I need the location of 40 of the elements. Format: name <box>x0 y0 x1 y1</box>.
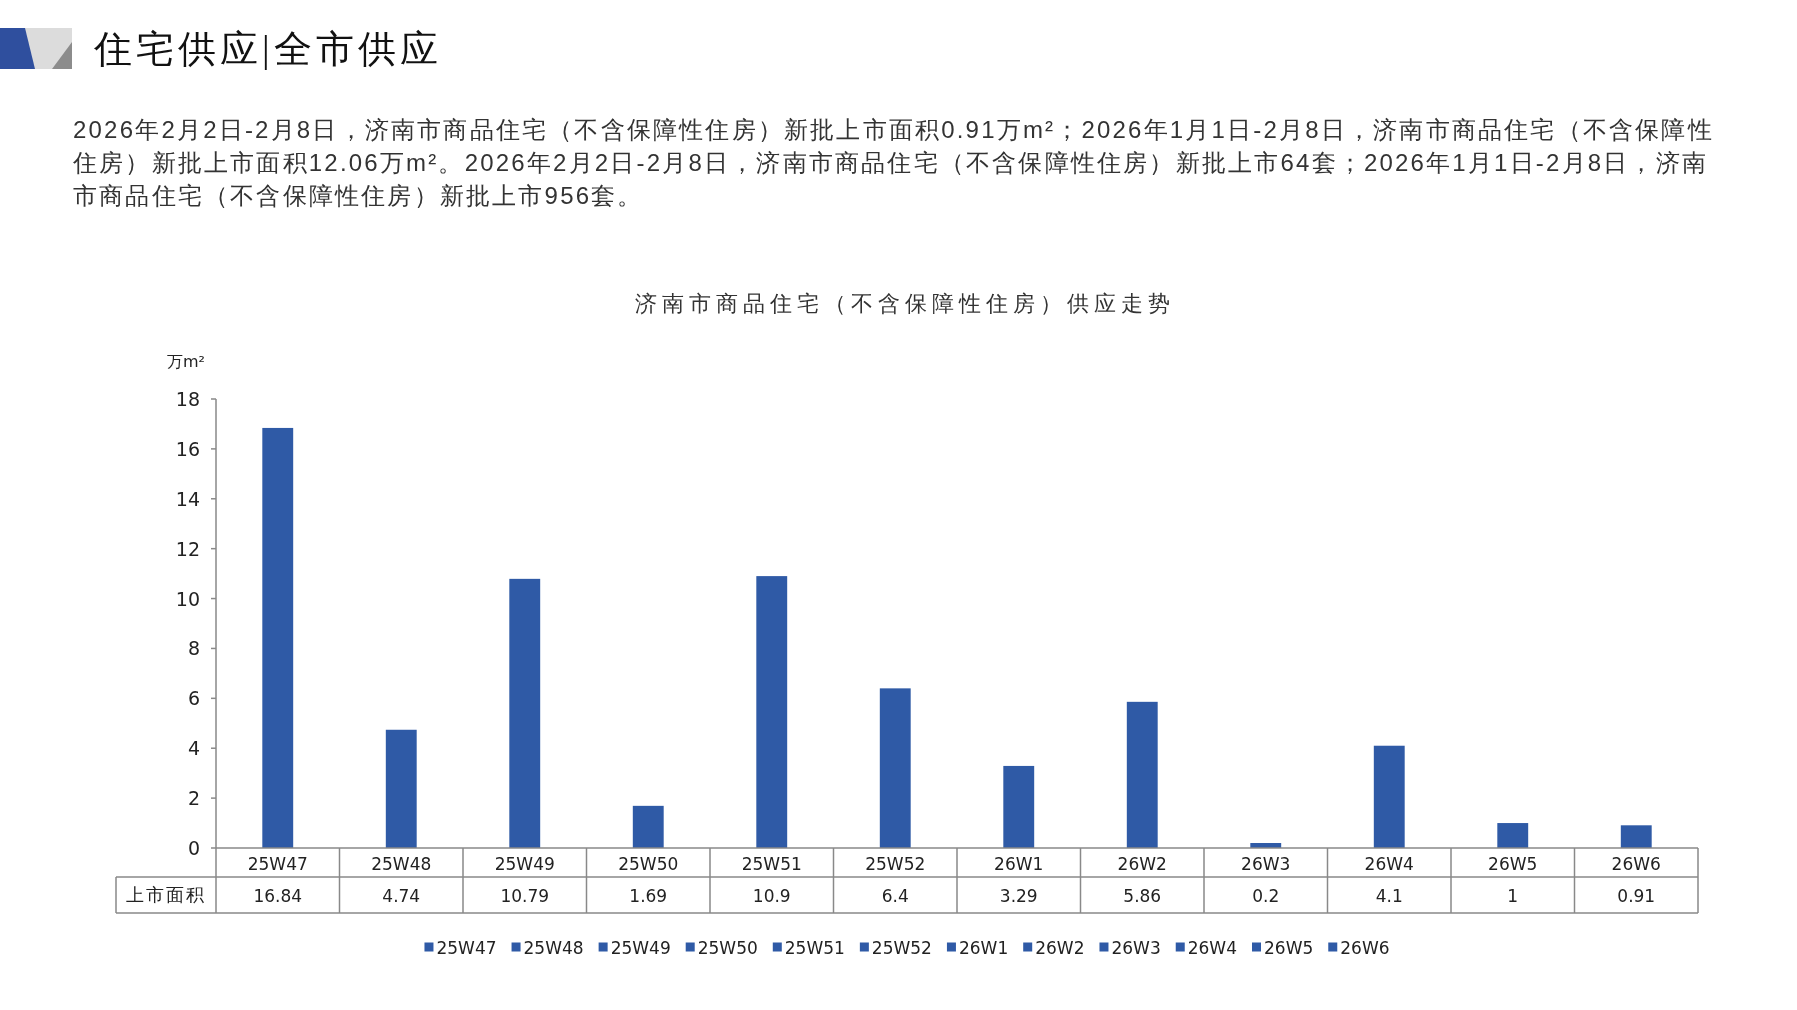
data-label: 1 <box>1507 886 1519 906</box>
x-tick: 26W2 <box>1117 853 1167 874</box>
x-tick: 25W48 <box>371 853 432 874</box>
y-tick-label: 4 <box>187 737 200 760</box>
y-tick-label: 14 <box>175 487 200 510</box>
x-tick: 25W51 <box>741 853 802 874</box>
x-tick: 26W5 <box>1488 853 1538 874</box>
x-tick: 26W6 <box>1611 853 1661 874</box>
data-label: 4.74 <box>382 886 421 906</box>
y-tick-label: 0 <box>187 837 200 859</box>
data-label: 10.79 <box>500 886 550 906</box>
data-label: 4.1 <box>1375 886 1403 906</box>
legend: 25W47 25W48 25W49 25W50 25W51 25W52 26W1 26W2 26W3 26W4 26W5 26W6 <box>424 938 1390 958</box>
y-tick-label: 16 <box>175 437 200 460</box>
data-label: 0.91 <box>1617 886 1656 906</box>
y-tick-label: 12 <box>175 537 200 560</box>
data-label: 16.84 <box>253 886 303 906</box>
data-label: 1.69 <box>629 886 668 906</box>
y-tick-label: 18 <box>175 388 200 410</box>
data-label: 5.86 <box>1123 886 1162 906</box>
ylabel: 万m² <box>167 351 205 371</box>
x-tick: 25W47 <box>247 853 308 874</box>
x-tick: 26W4 <box>1364 853 1414 874</box>
y-tick-label: 8 <box>187 637 200 660</box>
annotation: 2026年2月2日-2月8日，济南市商品住宅（不含保障性住房）新批上市面积0.91万m²；2026年1月1日-2月8日，济南市商品住宅（不含保障性住房）新批上市面积12.06万m²。2026年2月2日-2月8日，济南市商品住宅（不含保障性住房）新批上市64套；2026年1月1日-2月8日，济南市商品住宅（不含保障性住房）新批上市956套。 <box>73 115 1715 211</box>
x-tick: 25W50 <box>618 853 679 874</box>
y-tick-label: 10 <box>175 587 200 610</box>
title: 济南市商品住宅（不含保障性住房）供应走势 <box>635 290 1175 316</box>
y-tick-label: 6 <box>187 687 200 710</box>
x-tick: 26W1 <box>994 853 1044 874</box>
data-label: 6.4 <box>881 886 909 906</box>
x-tick: 25W52 <box>865 853 926 874</box>
data-label: 0.2 <box>1252 886 1280 906</box>
data-label: 3.29 <box>999 886 1038 906</box>
y-tick-label: 2 <box>187 787 200 810</box>
series-name: 上市面积 <box>126 885 206 905</box>
x-tick: 25W49 <box>494 853 555 874</box>
heading: 住宅供应|全市供应 <box>94 27 442 72</box>
data-label: 10.9 <box>752 886 791 906</box>
x-tick: 26W3 <box>1241 853 1291 874</box>
